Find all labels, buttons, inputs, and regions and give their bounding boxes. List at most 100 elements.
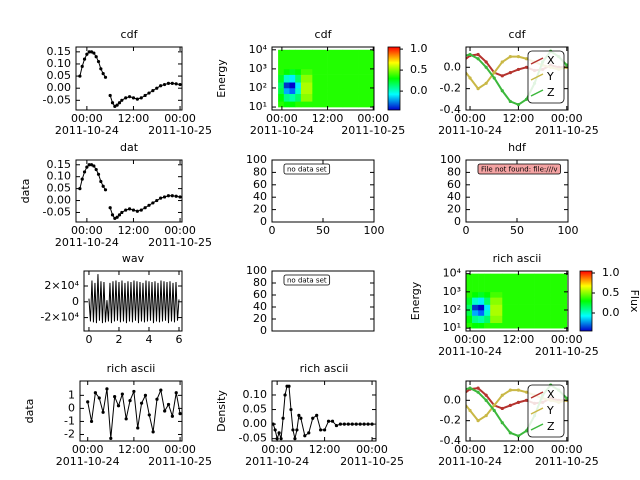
data-point: [162, 82, 167, 87]
heatmap-cell: [484, 297, 491, 305]
data-point: [484, 413, 488, 418]
plot-frame: [75, 159, 183, 223]
panel: rich ascii Energy 1.0 0.5 0.0 Flux 00:00 2011-…: [409, 252, 640, 358]
data-point: [96, 172, 101, 176]
x-tick-label-box: 00:00 2011-10-25: [535, 444, 599, 468]
x-tick-label-box: 00:00 2011-10-24: [438, 113, 502, 137]
heatmap-cell: [327, 49, 344, 70]
x-tick-label: 00:00 2011-10-25: [148, 444, 213, 468]
data-point: [468, 76, 472, 80]
heatmap-cell: [550, 322, 568, 329]
data-point: [307, 431, 311, 435]
heatmap-cell: [478, 315, 485, 324]
heatmap-cell: [327, 101, 344, 108]
heatmap-cell: [342, 93, 359, 102]
heatmap-cell: [278, 82, 285, 89]
heatmap-cell: [327, 82, 344, 89]
heatmap-cell: [278, 93, 285, 102]
heatmap-cell: [300, 93, 313, 102]
data-point: [124, 208, 128, 212]
heatmap-cell: [283, 49, 290, 70]
panel-title: cdf: [121, 28, 139, 41]
x-tick-label-box: 4: [145, 334, 152, 346]
legend-swatch: [530, 89, 544, 97]
data-point: [80, 177, 84, 181]
heatmap-cell: [534, 291, 551, 298]
data-line: [272, 385, 373, 441]
y-tick-label: 0.00: [47, 194, 72, 207]
panel-title: dat: [120, 141, 139, 154]
heatmap-cell: [466, 273, 473, 293]
data-point: [117, 101, 122, 105]
heatmap-cell: [472, 304, 479, 311]
colorbar-label: Flux: [628, 290, 640, 313]
heatmap-cell: [484, 291, 491, 298]
heatmap-cell: [478, 291, 485, 298]
heatmap-cell: [312, 49, 328, 70]
data-line: [88, 274, 180, 324]
heatmap-cell: [289, 68, 296, 75]
data-point: [281, 416, 285, 420]
data-point: [484, 398, 488, 402]
data-point: [115, 103, 119, 107]
heatmap-cell: [518, 310, 535, 316]
data-point: [500, 421, 504, 425]
plot-frame: [465, 46, 569, 111]
y-tick-label: 0.05: [47, 182, 72, 195]
y-tick-label: 10²: [443, 303, 461, 316]
data-point: [120, 98, 124, 102]
data-point: [166, 402, 171, 407]
data-point: [128, 398, 132, 403]
x-tick-label-box: 00:00 2011-10-24: [250, 113, 314, 137]
y-tick-label: -0.05: [239, 432, 267, 445]
plot-area: [78, 50, 182, 108]
heatmap-cell: [484, 310, 491, 316]
y-tick-label: 0.15: [47, 158, 72, 171]
y-tick-label: 0.0: [444, 393, 462, 406]
data-point: [516, 388, 521, 392]
y-axis-label: data: [19, 179, 32, 204]
y-tick-label: 0: [260, 324, 267, 337]
heatmap-cell: [300, 87, 313, 95]
heatmap-cell: [490, 315, 503, 324]
x-tick-label-box: 00:00 2011-10-24: [438, 444, 502, 468]
heatmap-cell: [342, 101, 359, 108]
data-point: [484, 393, 488, 397]
heatmap-cell: [342, 82, 359, 89]
heatmap-cell: [466, 315, 473, 324]
heatmap-cell: [550, 310, 568, 316]
data-point: [508, 403, 512, 408]
data-point: [131, 96, 136, 100]
x-tick-label: 00:00 2011-10-24: [245, 444, 310, 468]
data-point: [108, 93, 112, 98]
heatmap-cell: [490, 322, 503, 329]
heatmap-cell: [358, 87, 374, 95]
plot-area: [86, 387, 182, 440]
data-point: [139, 208, 143, 212]
data-point: [92, 164, 96, 168]
data-point: [508, 99, 512, 104]
data-point: [82, 170, 87, 174]
data-point: [326, 419, 331, 423]
heatmap-cell: [289, 74, 296, 83]
heatmap-cell: [300, 68, 313, 75]
data-point: [103, 75, 108, 79]
y-tick-label: 0: [454, 215, 461, 228]
heatmap-cell: [472, 315, 479, 324]
heatmap-cell: [312, 82, 328, 89]
legend-label: Z: [547, 86, 555, 99]
data-point: [86, 400, 90, 404]
x-tick-label-box: 0: [463, 225, 470, 237]
heatmap-cell: [295, 101, 302, 108]
heatmap-cell: [502, 322, 519, 329]
data-point: [565, 396, 568, 400]
data-point: [524, 65, 529, 69]
data-point: [492, 71, 496, 75]
heatmap-cell: [478, 322, 485, 329]
legend-swatch: [530, 423, 544, 431]
plot-frame: [75, 46, 183, 111]
heatmap-cell: [295, 74, 302, 83]
data-point: [366, 422, 370, 426]
